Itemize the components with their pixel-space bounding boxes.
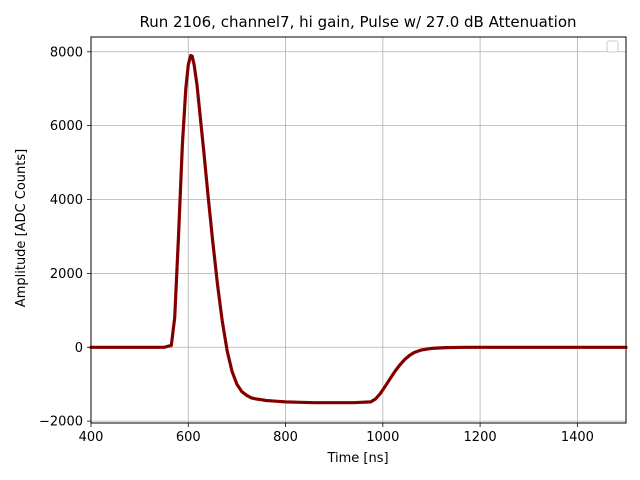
y-tick-label: 0 bbox=[75, 341, 83, 356]
x-tick-label: 600 bbox=[176, 430, 201, 445]
x-axis-ticks: 400 600 800 1000 1200 1400 bbox=[79, 423, 594, 445]
chart-title: Run 2106, channel7, hi gain, Pulse w/ 27… bbox=[139, 13, 576, 31]
x-tick-label: 800 bbox=[273, 430, 298, 445]
axes-frame bbox=[90, 36, 627, 424]
y-tick-label: 6000 bbox=[50, 119, 83, 134]
x-tick-label: 1400 bbox=[561, 430, 594, 445]
x-tick-label: 400 bbox=[79, 430, 104, 445]
series-group bbox=[89, 53, 628, 405]
y-axis-label: Amplitude [ADC Counts] bbox=[14, 149, 29, 307]
grid-lines bbox=[90, 37, 626, 423]
y-tick-label: 4000 bbox=[50, 193, 83, 208]
y-tick-label: −2000 bbox=[39, 415, 83, 430]
y-tick-label: 2000 bbox=[50, 267, 83, 282]
y-axis-ticks: −2000 0 2000 4000 6000 8000 bbox=[39, 45, 91, 430]
x-tick-label: 1000 bbox=[366, 430, 399, 445]
x-axis-label: Time [ns] bbox=[326, 451, 388, 466]
y-tick-label: 8000 bbox=[50, 45, 83, 60]
x-tick-label: 1200 bbox=[464, 430, 497, 445]
series-line-noise bbox=[91, 54, 626, 404]
legend-box bbox=[606, 40, 619, 53]
